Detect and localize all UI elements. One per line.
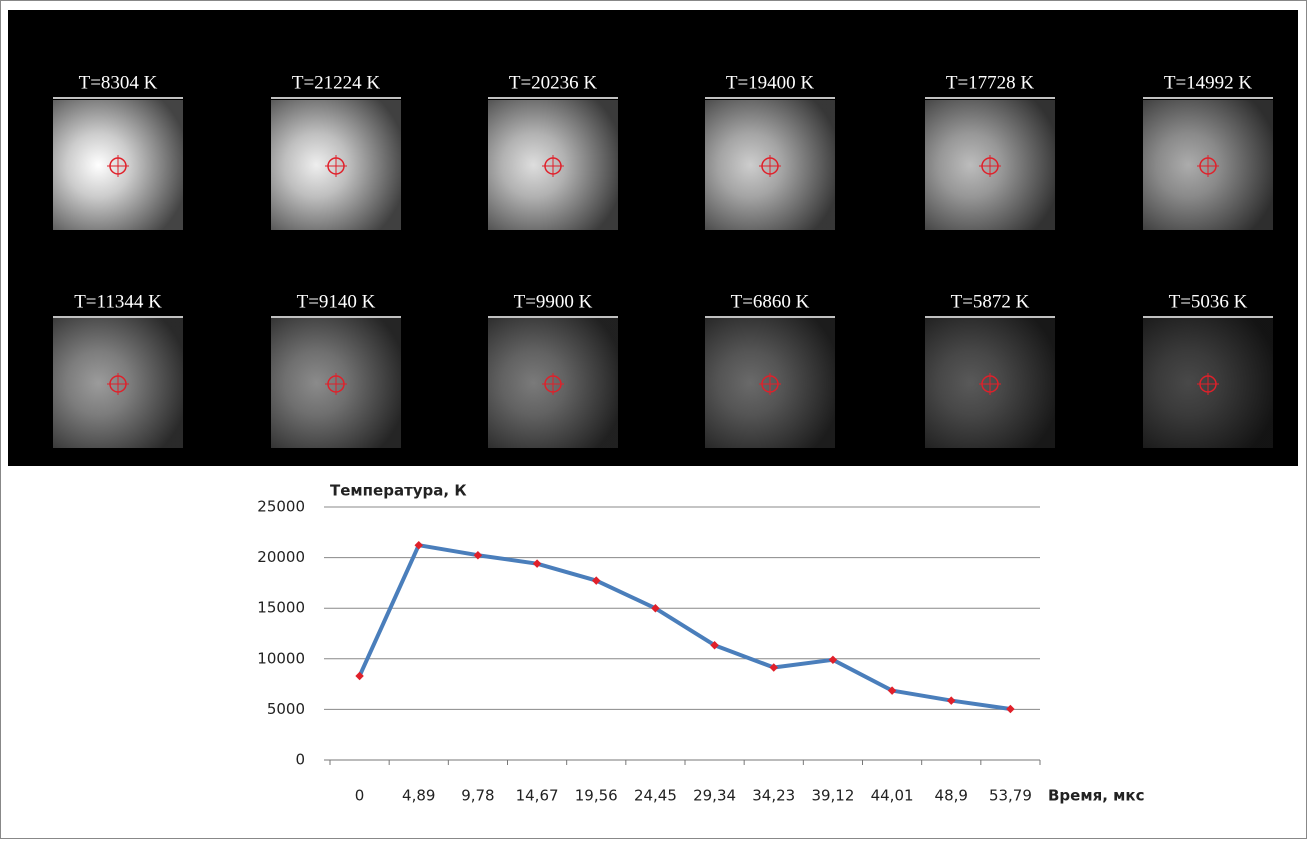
panel-label: T=8304 K (79, 72, 158, 93)
crosshair-lines (107, 155, 129, 177)
crosshair-lines (1197, 155, 1219, 177)
y-tick-label: 15000 (257, 599, 305, 617)
point-marker (710, 640, 719, 650)
y-tick-label: 10000 (257, 649, 305, 667)
panel-label: T=19400 K (726, 72, 815, 93)
y-tick-label: 5000 (267, 700, 305, 718)
point-marker (887, 686, 897, 695)
crosshair-lines (979, 155, 1001, 177)
panel-label: T=6860 K (731, 291, 810, 312)
crosshair-lines (759, 155, 781, 177)
point-marker (473, 550, 483, 560)
crosshair-lines (542, 373, 564, 395)
panel-label: T=20236 K (509, 72, 598, 93)
x-tick-label: 53,79 (989, 787, 1032, 805)
point-marker (947, 696, 956, 705)
panel-label: T=11344 K (74, 291, 162, 312)
crosshair-lines (107, 373, 129, 395)
point-marker (769, 663, 778, 672)
x-axis-title: Время, мкс (1048, 787, 1145, 805)
panel-label: T=5872 K (951, 291, 1030, 312)
crosshair-lines (759, 373, 781, 395)
x-tick-label: 34,23 (752, 787, 795, 805)
crosshair-lines (979, 373, 1001, 395)
image-panel (8, 10, 1298, 466)
point-marker (592, 576, 601, 585)
point-marker (1006, 704, 1015, 714)
panel-label: T=9140 K (297, 291, 376, 312)
panel-label: T=9900 K (514, 291, 593, 312)
panel-label: T=21224 K (292, 72, 381, 93)
point-marker (532, 559, 542, 568)
crosshair-lines (1197, 373, 1219, 395)
series-line (357, 543, 1011, 712)
x-tick-label: 48,9 (935, 787, 968, 805)
y-tick-label: 20000 (257, 548, 305, 566)
x-tick-label: 19,56 (575, 787, 618, 805)
x-tick-label: 14,67 (516, 787, 559, 805)
x-tick-label: 44,01 (871, 787, 914, 805)
panel-label: T=14992 K (1164, 72, 1253, 93)
y-tick-label: 25000 (257, 498, 305, 516)
crosshair-lines (325, 155, 347, 177)
x-tick-label: 4,89 (402, 787, 435, 805)
point-marker (414, 540, 423, 550)
point-marker (828, 655, 838, 665)
x-tick-label: 39,12 (811, 787, 854, 805)
y-tick-label: 0 (295, 751, 305, 769)
tiles: T=8304 K T=21224 K T=20236 K T=19400 K T=177… (53, 72, 1273, 448)
point-marker (651, 604, 660, 613)
x-tick-label: 0 (355, 787, 365, 805)
y-axis-title: Температура, К (330, 482, 467, 500)
panel-label: T=5036 K (1169, 291, 1248, 312)
panel-label: T=17728 K (946, 72, 1035, 93)
crosshair-lines (542, 155, 564, 177)
point-marker (355, 671, 364, 681)
x-tick-label: 24,45 (634, 787, 677, 805)
x-tick-label: 9,78 (461, 787, 494, 805)
crosshair-lines (325, 373, 347, 395)
x-tick-label: 29,34 (693, 787, 736, 805)
